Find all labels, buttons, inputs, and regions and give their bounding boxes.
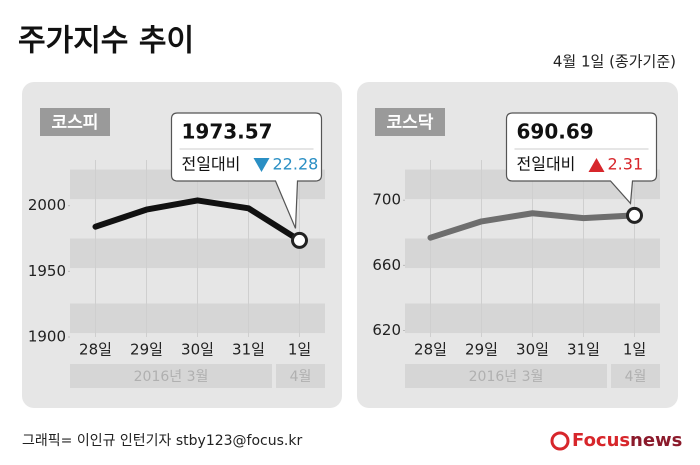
- period-band: [70, 364, 272, 388]
- line: [92, 197, 303, 244]
- y-tick-label: 2000: [28, 196, 66, 214]
- end-point: [626, 206, 643, 224]
- y-tick-label: 700: [372, 191, 401, 209]
- x-tick-label: 31일: [567, 341, 600, 359]
- x-tick-label: 31일: [232, 341, 265, 359]
- y-tick-label: 1950: [28, 262, 66, 280]
- change-arrow: [253, 158, 270, 172]
- x-tick-label: 29일: [130, 341, 163, 359]
- x-tick-label: 28일: [414, 341, 447, 359]
- period-label: 4월: [290, 369, 312, 385]
- credit: 그래픽= 이인규 인턴기자 stby123@focus.kr: [22, 433, 302, 449]
- x-tick-label: 30일: [181, 341, 214, 359]
- page-title: 주가지수 추이: [18, 24, 194, 59]
- x-tick-label: 29일: [465, 341, 498, 359]
- x-tick-label: 30일: [516, 341, 549, 359]
- panel-title: 코스닥: [387, 113, 434, 133]
- brand: Focus: [572, 430, 630, 451]
- y-tick-label: 660: [372, 256, 401, 274]
- period-band: [276, 364, 325, 388]
- change-label: 전일대비: [517, 155, 576, 174]
- y-tick-label: 1900: [28, 328, 66, 346]
- period-label: 2016년 3월: [134, 369, 209, 385]
- panel-chip: [375, 108, 445, 136]
- change-value: 2.31: [608, 155, 644, 174]
- period-label: 4월: [625, 369, 647, 385]
- panel-chip: [40, 108, 110, 136]
- end-point: [291, 231, 308, 249]
- period-band: [611, 364, 660, 388]
- line: [427, 210, 638, 241]
- brand-icon: [550, 431, 570, 451]
- y-tick-label: 620: [372, 321, 401, 339]
- brand: news: [630, 430, 682, 451]
- x-tick-label: 1일: [623, 341, 646, 359]
- callout-value: 1973.57: [182, 120, 273, 144]
- date-note: 4월 1일 (종가기준): [553, 53, 676, 71]
- change-label: 전일대비: [182, 155, 241, 174]
- callout: [505, 112, 658, 205]
- panel-title: 코스피: [52, 113, 99, 133]
- period-band: [405, 364, 607, 388]
- callout-value: 690.69: [517, 120, 594, 144]
- x-tick-label: 28일: [79, 341, 112, 359]
- period-label: 2016년 3월: [469, 369, 544, 385]
- x-tick-label: 1일: [288, 341, 311, 359]
- change-value: 22.28: [273, 155, 319, 174]
- callout: [170, 112, 323, 229]
- change-arrow: [588, 158, 605, 172]
